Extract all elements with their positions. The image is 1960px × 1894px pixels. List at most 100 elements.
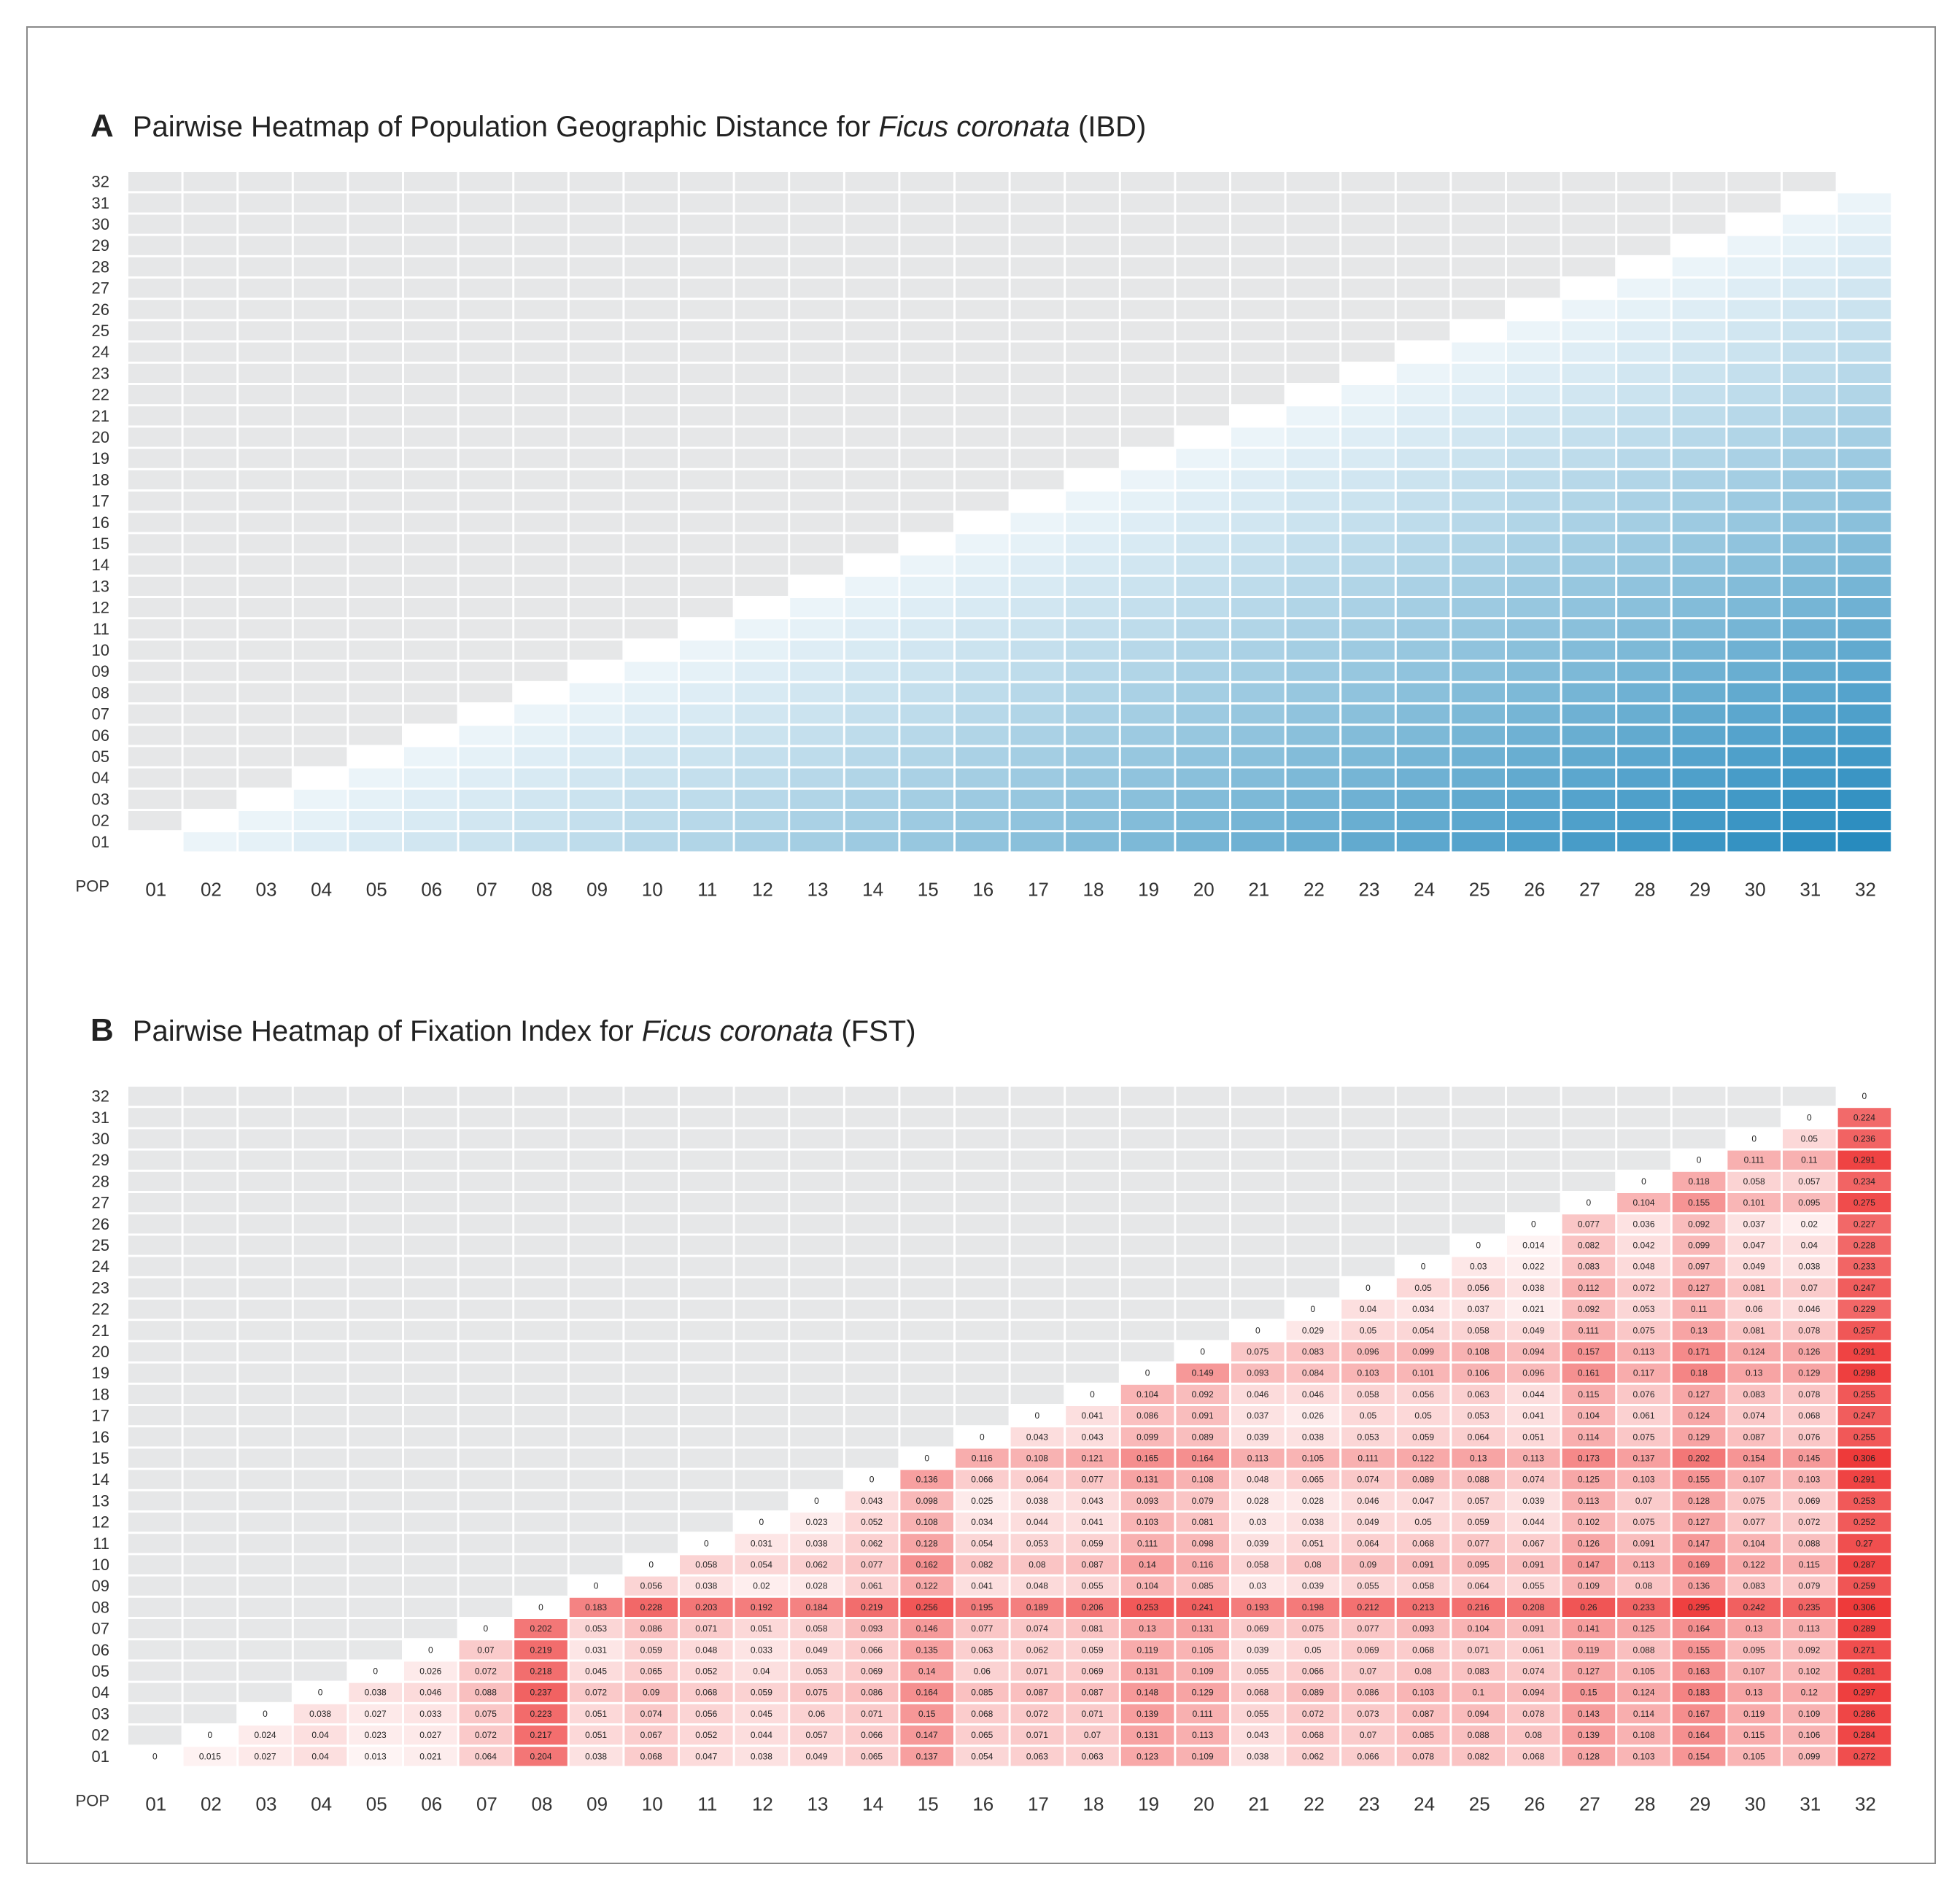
heatmap-cell-03-29 (239, 1150, 292, 1170)
heatmap-cell-03-25 (239, 321, 292, 341)
y-tick-label: 08 (92, 1598, 109, 1616)
heatmap-cell-14-30 (845, 1129, 899, 1149)
heatmap-cell-02-21 (183, 1321, 237, 1340)
cell-value-label: 0.105 (1302, 1454, 1324, 1464)
cell-value-label: 0.059 (1412, 1432, 1434, 1442)
heatmap-cell-02-32 (183, 172, 237, 192)
cell-value-label: 0.109 (1192, 1751, 1214, 1761)
cell-value-label: 0.13 (1746, 1688, 1763, 1698)
cell-value-label: 0.046 (1302, 1389, 1324, 1400)
cell-value-label: 0.075 (475, 1709, 497, 1719)
heatmap-cell-07-10 (459, 1555, 513, 1575)
heatmap-cell-04-10 (293, 640, 347, 660)
heatmap-cell-05-12 (349, 1513, 402, 1532)
cell-value-label: 0.272 (1854, 1751, 1875, 1761)
heatmap-cell-04-28 (293, 257, 347, 276)
cell-value-label: 0.038 (695, 1581, 717, 1591)
x-tick-label: 13 (807, 1793, 829, 1815)
heatmap-cell-06-07 (404, 1619, 457, 1639)
heatmap-cell-02-04 (183, 1683, 237, 1702)
cell-value-label: 0.058 (1412, 1581, 1434, 1591)
heatmap-cell-08-21 (514, 1321, 568, 1340)
cell-value-label: 0.05 (1360, 1325, 1377, 1335)
heatmap-cell-24-29 (1396, 1150, 1450, 1170)
heatmap-cell-04-08 (293, 1597, 347, 1617)
heatmap-cell-02-02 (183, 811, 237, 831)
heatmap-cell-12-26 (735, 1214, 789, 1234)
heatmap-cell-04-31 (293, 193, 347, 213)
heatmap-cell-11-29 (680, 1150, 733, 1170)
heatmap-cell-14-22 (845, 1300, 899, 1319)
heatmap-cell-01-28 (128, 257, 182, 276)
heatmap-cell-06-15 (404, 534, 457, 554)
heatmap-cell-06-22 (404, 1300, 457, 1319)
heatmap-cell-04-23 (293, 363, 347, 383)
heatmap-cell-09-27 (569, 1193, 623, 1213)
heatmap-cell-21-24 (1231, 1257, 1285, 1276)
y-tick-label: 19 (92, 1364, 109, 1382)
heatmap-cell-11-32 (680, 1087, 733, 1106)
cell-value-label: 0.075 (1632, 1325, 1654, 1335)
cell-value-label: 0.078 (1522, 1709, 1544, 1719)
cell-value-label: 0.047 (695, 1751, 717, 1761)
cell-value-label: 0.092 (1798, 1645, 1820, 1655)
heatmap-cell-06-12 (404, 598, 457, 618)
heatmap-cell-14-27 (845, 1193, 899, 1213)
heatmap-cell-03-29 (239, 236, 292, 255)
cell-value-label: 0.028 (805, 1581, 827, 1591)
cell-value-label: 0.13 (1470, 1454, 1487, 1464)
heatmap-cell-04-01 (293, 832, 347, 852)
cell-value-label: 0.038 (1026, 1496, 1048, 1506)
heatmap-cell-19-26 (1120, 1214, 1174, 1234)
cell-value-label: 0.087 (1081, 1688, 1103, 1698)
heatmap-cell-06-01 (404, 832, 457, 852)
heatmap-cell-02-07 (183, 705, 237, 724)
heatmap-cell-13-20 (790, 1342, 843, 1362)
heatmap-cell-07-18 (459, 1384, 513, 1404)
cell-value-label: 0.04 (1801, 1241, 1818, 1251)
heatmap-cell-25-32 (1452, 1087, 1505, 1106)
heatmap-cell-04-07 (293, 705, 347, 724)
heatmap-cell-04-32 (293, 1087, 347, 1106)
heatmap-cell-14-32 (845, 1087, 899, 1106)
heatmap-cell-09-20 (569, 1342, 623, 1362)
heatmap-cell-20-22 (1176, 1300, 1229, 1319)
heatmap-cell-02-11 (183, 619, 237, 639)
heatmap-cell-18-28 (1066, 1171, 1119, 1191)
heatmap-cell-01-18 (128, 470, 182, 489)
heatmap-cell-01-25 (128, 321, 182, 341)
cell-value-label: 0.111 (1744, 1155, 1765, 1165)
x-tick-label: 01 (145, 1793, 166, 1815)
cell-value-label: 0 (1311, 1304, 1316, 1314)
cell-value-label: 0.223 (530, 1709, 551, 1719)
cell-value-label: 0.06 (1746, 1304, 1763, 1314)
cell-value-label: 0.02 (753, 1581, 770, 1591)
heatmap-cell-18-26 (1066, 1214, 1119, 1234)
heatmap-cell-07-15 (459, 1448, 513, 1468)
heatmap-cell-05-19 (349, 449, 402, 468)
cell-value-label: 0.297 (1854, 1688, 1875, 1698)
x-tick-label: 18 (1083, 1793, 1104, 1815)
heatmap-cell-16-23 (956, 1278, 1009, 1297)
y-tick-label: 24 (92, 1257, 109, 1276)
cell-value-label: 0 (318, 1688, 323, 1698)
cell-value-label: 0.092 (1192, 1389, 1214, 1400)
cell-value-label: 0.038 (1522, 1283, 1544, 1293)
heatmap-cell-08-17 (514, 1406, 568, 1426)
cell-value-label: 0.108 (1632, 1730, 1654, 1740)
heatmap-cell-24-27 (1396, 1193, 1450, 1213)
heatmap-cell-08-04 (514, 768, 568, 788)
heatmap-cell-03-11 (239, 619, 292, 639)
heatmap-cell-03-09 (239, 661, 292, 681)
heatmap-cell-11-27 (680, 1193, 733, 1213)
heatmap-cell-01-15 (128, 1448, 182, 1468)
heatmap-cell-01-20 (128, 427, 182, 447)
heatmap-cell-01-31 (128, 1108, 182, 1128)
heatmap-cell-02-25 (183, 321, 237, 341)
heatmap-cell-02-05 (183, 747, 237, 766)
heatmap-cell-04-31 (293, 1108, 347, 1128)
cell-value-label: 0.056 (695, 1709, 717, 1719)
cell-value-label: 0.09 (643, 1688, 660, 1698)
heatmap-cell-02-04 (183, 768, 237, 788)
heatmap-cell-08-14 (514, 1470, 568, 1489)
